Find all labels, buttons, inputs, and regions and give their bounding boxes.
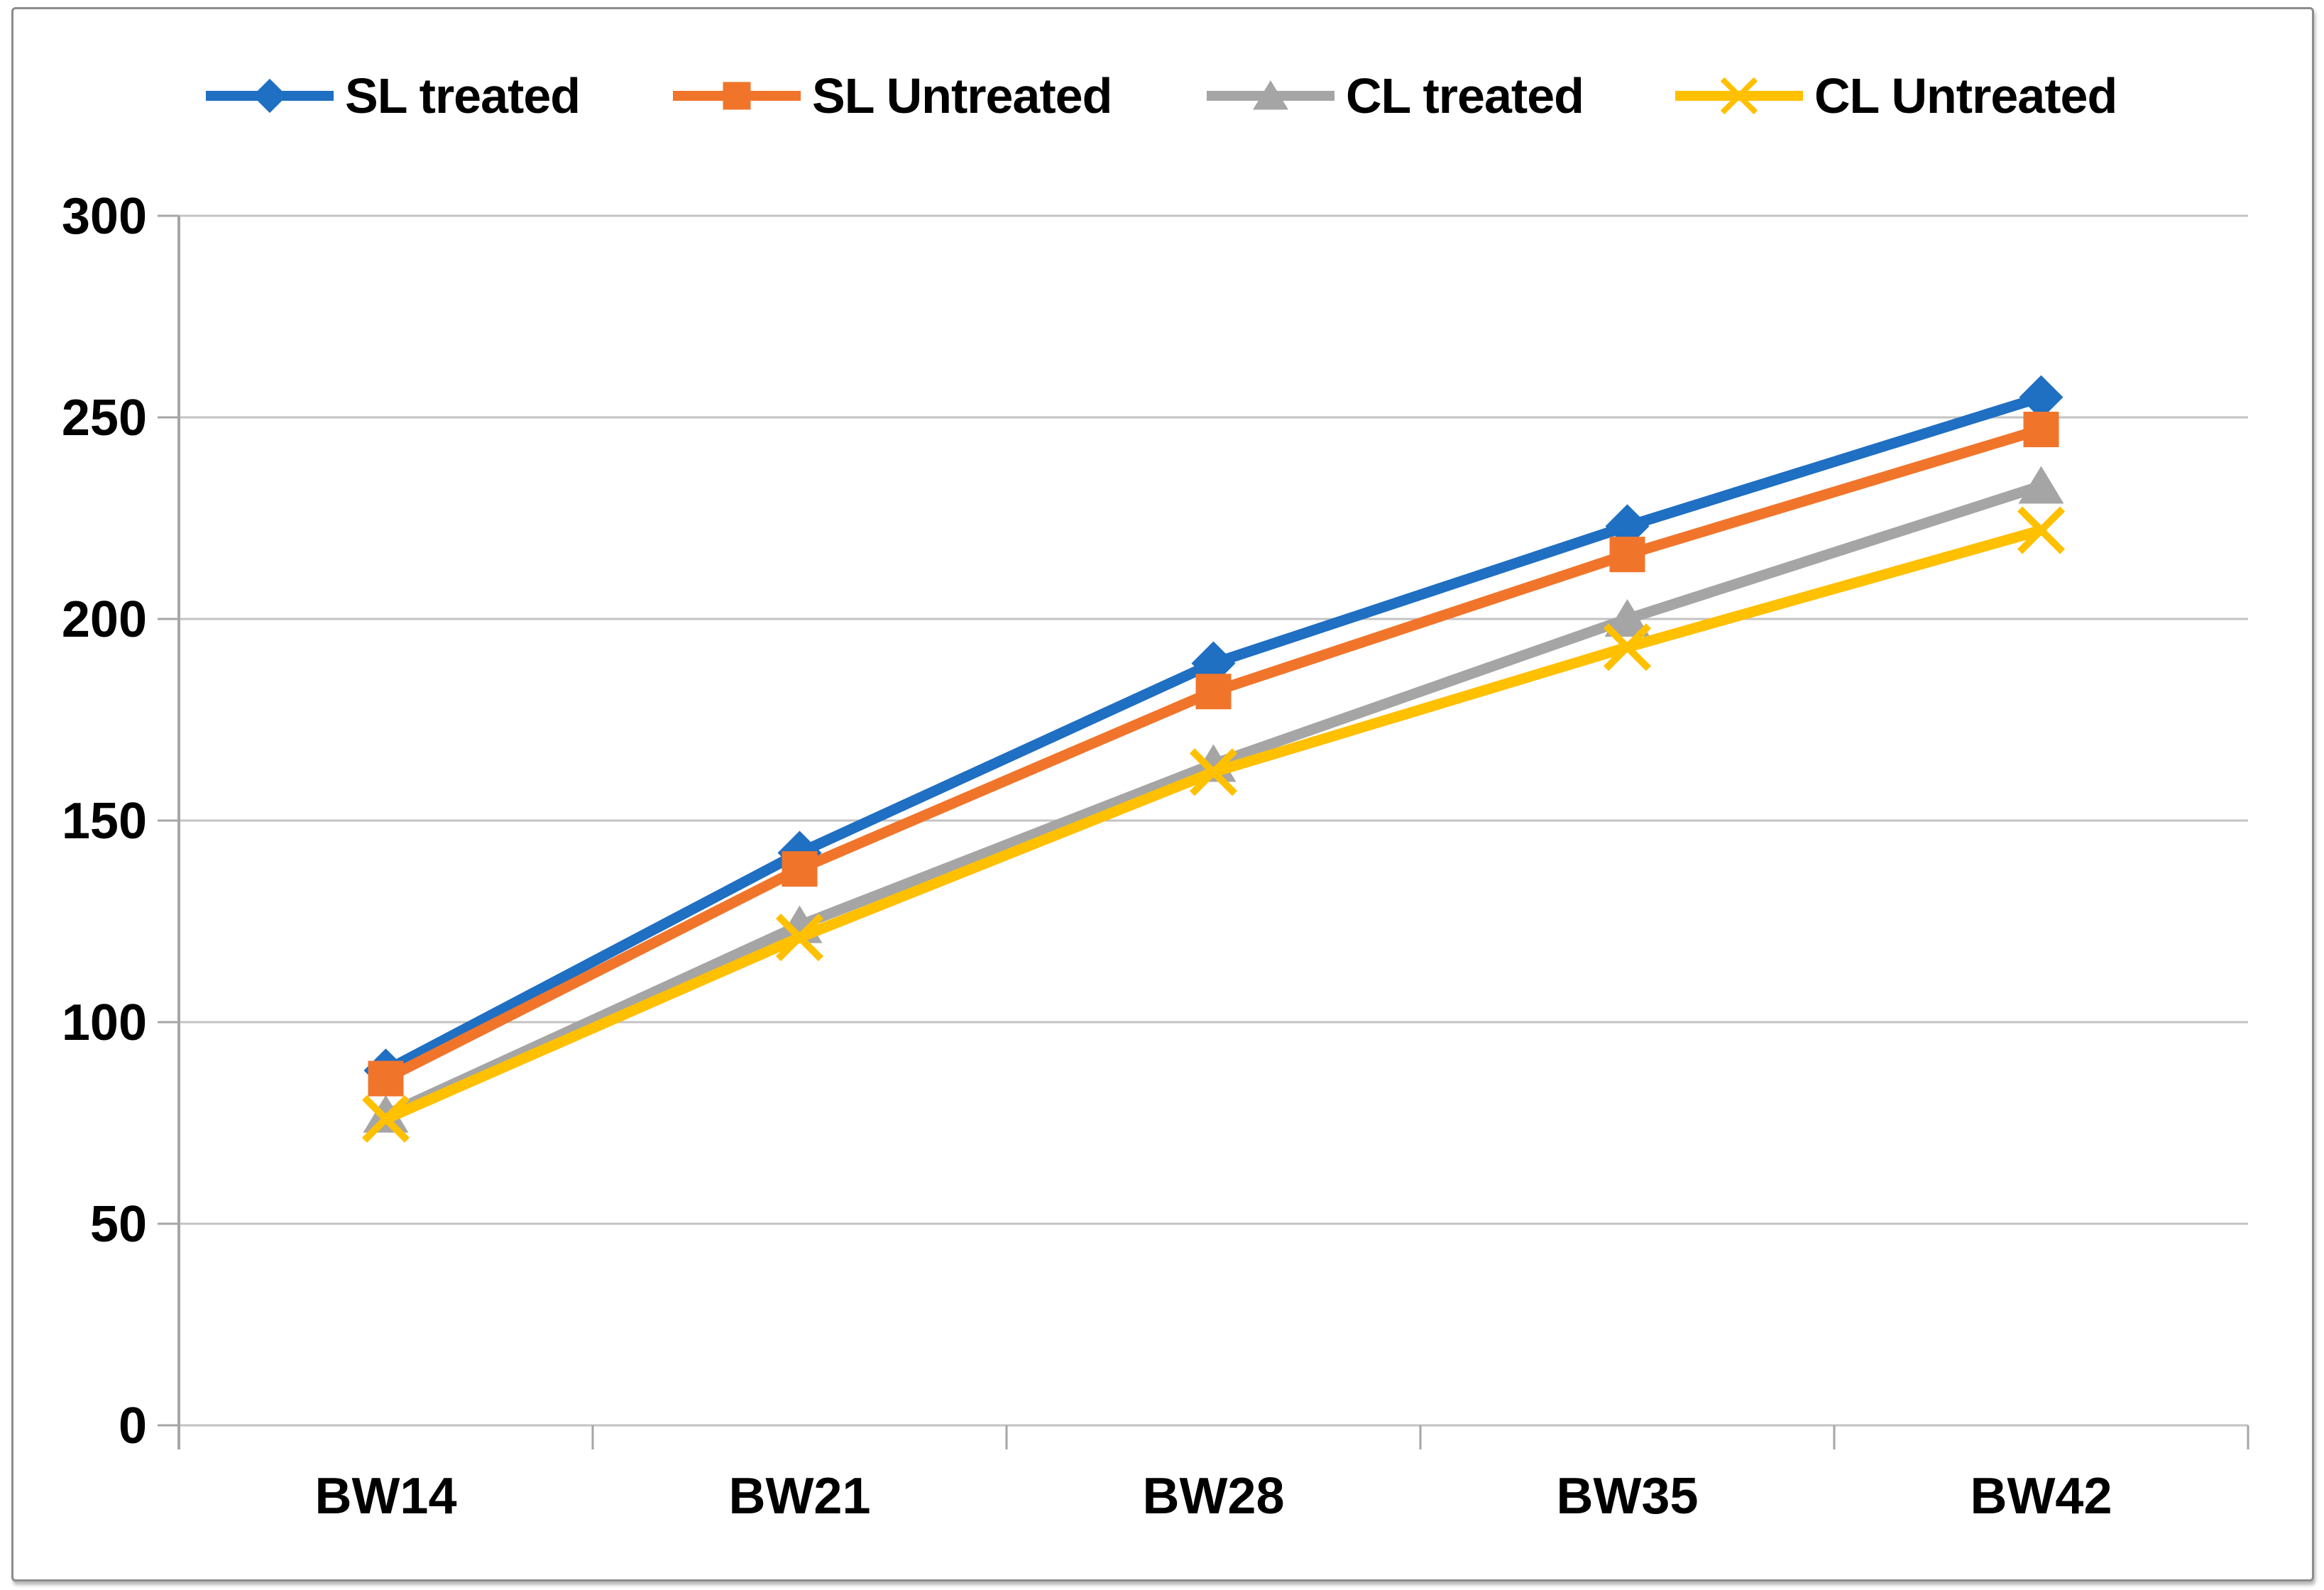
y-axis-tick-label: 150 xyxy=(62,793,147,850)
data-point-x-cl-untreated xyxy=(1603,623,1652,671)
legend-triangle-icon xyxy=(1207,80,1334,110)
legend-label: SL treated xyxy=(345,68,581,124)
legend-label: SL Untreated xyxy=(812,68,1112,124)
chart-legend: SL treated SL Untreated CL treated CL Untre… xyxy=(0,0,2324,156)
x-axis-tick-label: BW14 xyxy=(314,1468,456,1525)
series-line-cl-treated xyxy=(380,481,2046,1121)
y-axis-tick-label: 300 xyxy=(62,188,147,245)
legend-item-cl-treated: CL treated xyxy=(1207,57,1584,135)
y-axis-tick-label: 100 xyxy=(62,994,147,1051)
data-point-triangle-cl-treated xyxy=(1604,599,1650,637)
y-axis-tick-label: 200 xyxy=(62,591,147,648)
x-axis-tick-label: BW42 xyxy=(1970,1468,2112,1525)
legend-diamond-icon xyxy=(206,78,334,114)
legend-item-sl-untreated: SL Untreated xyxy=(673,57,1112,135)
data-point-square-sl-untreated xyxy=(1195,674,1232,710)
y-axis-tick-label: 50 xyxy=(90,1196,147,1253)
legend-swatch-marker xyxy=(1253,80,1288,110)
data-point-x-cl-untreated xyxy=(1189,748,1238,796)
legend-square-icon xyxy=(673,82,801,110)
x-axis-tick-label: BW35 xyxy=(1556,1468,1698,1525)
data-point-square-sl-untreated xyxy=(368,1060,404,1097)
x-axis-tick-label: BW21 xyxy=(728,1468,870,1525)
legend-label: CL Untreated xyxy=(1814,68,2117,124)
legend-swatch-marker xyxy=(723,82,751,110)
x-axis-tick-label: BW28 xyxy=(1142,1468,1284,1525)
y-axis-tick-label: 0 xyxy=(119,1398,147,1454)
data-point-triangle-cl-treated xyxy=(2018,466,2064,504)
data-point-square-sl-untreated xyxy=(1609,537,1645,573)
legend-item-cl-untreated: CL Untreated xyxy=(1675,57,2117,135)
legend-label: CL treated xyxy=(1346,68,1584,124)
data-point-x-cl-untreated xyxy=(775,914,824,962)
legend-swatch-marker xyxy=(1720,77,1758,115)
data-point-diamond-sl-treated xyxy=(2019,375,2063,420)
series-line-sl-treated xyxy=(380,392,2046,1076)
data-point-square-sl-untreated xyxy=(782,851,818,887)
legend-item-sl-treated: SL treated xyxy=(206,57,581,135)
legend-swatch-marker xyxy=(252,78,287,114)
data-point-square-sl-untreated xyxy=(2023,412,2059,448)
y-axis-tick-label: 250 xyxy=(62,390,147,446)
data-point-x-cl-untreated xyxy=(2017,506,2066,554)
data-point-x-cl-untreated xyxy=(361,1095,410,1143)
legend-x-icon xyxy=(1675,77,1803,115)
